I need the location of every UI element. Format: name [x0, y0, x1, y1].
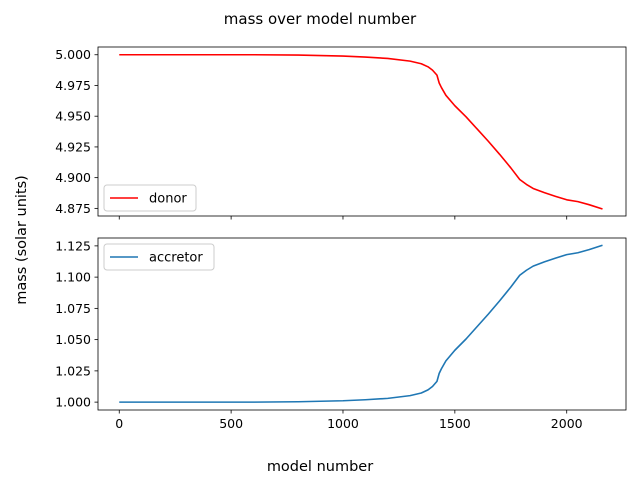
bottom-y-tick-label: 1.075: [55, 301, 91, 316]
x-tick-label: 0: [115, 416, 123, 431]
bottom-y-tick-label: 1.025: [55, 363, 91, 378]
top-y-tick-label: 4.975: [55, 78, 91, 93]
bottom-y-tick-label: 1.100: [55, 270, 91, 285]
top-y-tick-label: 5.000: [55, 47, 91, 62]
top-y-tick-label: 4.950: [55, 109, 91, 124]
bottom-y-tick-label: 1.000: [55, 395, 91, 410]
bottom-legend-box: [103, 243, 215, 271]
bottom-panel: 1.000 1.025 1.050 1.075 1.100 1.125 0 500 1000 15…: [55, 237, 627, 431]
bottom-legend: accretor: [103, 243, 215, 271]
bottom-axes-frame: [97, 237, 627, 411]
donor-line: [119, 53, 603, 210]
top-axes-frame: [97, 46, 627, 217]
top-y-tick-label: 4.900: [55, 170, 91, 185]
x-axis-label: model number: [267, 459, 373, 475]
top-legend: donor: [103, 184, 197, 212]
bottom-y-tick-label: 1.125: [55, 238, 91, 253]
top-legend-box: [103, 184, 197, 212]
y-axis-label: mass (solar units): [14, 175, 30, 305]
top-panel: 4.875 4.900 4.925 4.950 4.975 5.000 donor: [55, 46, 627, 220]
x-tick-label: 500: [219, 416, 243, 431]
x-tick-label: 2000: [551, 416, 583, 431]
chart-title: mass over model number: [224, 10, 417, 28]
donor-legend-label: donor: [149, 192, 187, 207]
top-y-tick-label: 4.875: [55, 201, 91, 216]
x-tick-label: 1500: [439, 416, 471, 431]
bottom-y-tick-label: 1.050: [55, 332, 91, 347]
x-tick-label: 1000: [327, 416, 359, 431]
accretor-line: [119, 244, 603, 403]
top-y-tick-label: 4.925: [55, 139, 91, 154]
accretor-legend-label: accretor: [149, 251, 203, 266]
